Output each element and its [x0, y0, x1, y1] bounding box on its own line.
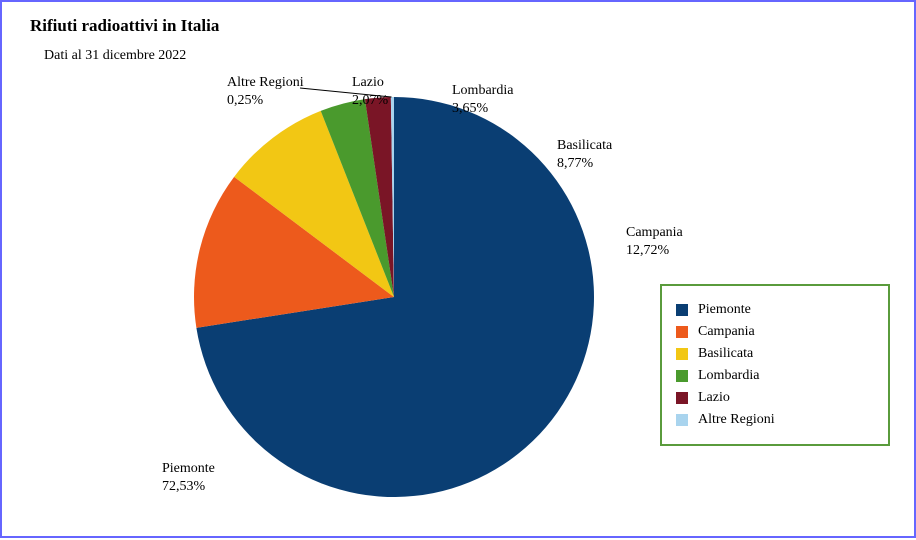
legend-item-lombardia: Lombardia — [676, 368, 874, 384]
slice-label-name: Altre Regioni — [227, 74, 304, 92]
legend-swatch — [676, 370, 688, 382]
legend-label: Basilicata — [698, 346, 753, 362]
legend-label: Lazio — [698, 390, 730, 406]
slice-label-name: Campania — [626, 224, 683, 242]
slice-label-value: 0,25% — [227, 92, 304, 110]
legend-item-piemonte: Piemonte — [676, 302, 874, 318]
legend-label: Lombardia — [698, 368, 759, 384]
slice-label-name: Lombardia — [452, 82, 513, 100]
legend-swatch — [676, 326, 688, 338]
legend-item-lazio: Lazio — [676, 390, 874, 406]
chart-container: Rifiuti radioattivi in Italia Dati al 31… — [0, 0, 916, 538]
slice-label-name: Basilicata — [557, 137, 612, 155]
legend-item-campania: Campania — [676, 324, 874, 340]
legend-item-basilicata: Basilicata — [676, 346, 874, 362]
slice-label-lazio: Lazio2,07% — [352, 74, 388, 109]
legend-label: Piemonte — [698, 302, 751, 318]
slice-label-basilicata: Basilicata8,77% — [557, 137, 612, 172]
slice-label-name: Lazio — [352, 74, 388, 92]
slice-label-piemonte: Piemonte72,53% — [162, 460, 215, 495]
slice-label-altre-regioni: Altre Regioni0,25% — [227, 74, 304, 109]
slice-label-name: Piemonte — [162, 460, 215, 478]
slice-label-value: 72,53% — [162, 478, 215, 496]
legend-swatch — [676, 348, 688, 360]
legend: Piemonte Campania Basilicata Lombardia Lazio… — [660, 284, 890, 446]
legend-label: Campania — [698, 324, 755, 340]
legend-swatch — [676, 392, 688, 404]
legend-label: Altre Regioni — [698, 412, 775, 428]
slice-label-value: 3,65% — [452, 100, 513, 118]
legend-swatch — [676, 304, 688, 316]
slice-label-value: 8,77% — [557, 155, 612, 173]
slice-label-value: 2,07% — [352, 92, 388, 110]
slice-label-lombardia: Lombardia3,65% — [452, 82, 513, 117]
legend-item-altre-regioni: Altre Regioni — [676, 412, 874, 428]
legend-swatch — [676, 414, 688, 426]
slice-label-value: 12,72% — [626, 242, 683, 260]
slice-label-campania: Campania12,72% — [626, 224, 683, 259]
